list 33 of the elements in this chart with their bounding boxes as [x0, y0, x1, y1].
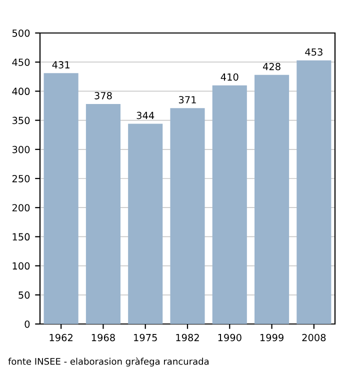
y-tick-label: 450	[12, 58, 30, 66]
data-label: 344	[136, 112, 154, 120]
bar	[128, 124, 163, 324]
y-tick-label: 400	[12, 88, 30, 96]
y-tick-label: 50	[18, 291, 30, 299]
y-tick-label: 500	[12, 29, 30, 37]
x-tick-label: 2008	[302, 334, 326, 342]
data-label: 431	[52, 61, 70, 68]
y-tick-label: 350	[12, 116, 30, 124]
x-tick-label: 1982	[176, 334, 199, 342]
data-label: 410	[220, 73, 238, 81]
source-note: fonte INSEE - elaborasion gràfega rancurada	[8, 357, 209, 367]
bar	[212, 85, 247, 324]
bar	[254, 74, 290, 324]
y-tick-label: 250	[12, 174, 30, 182]
bar	[296, 60, 332, 324]
y-tick-label: 150	[12, 233, 30, 241]
x-tick-label: 1962	[50, 334, 72, 342]
x-tick-label: 1975	[134, 334, 157, 342]
bar	[86, 104, 120, 324]
x-tick-label: 1999	[260, 334, 284, 342]
data-label: 428	[262, 62, 280, 70]
y-tick-label: 200	[12, 204, 30, 212]
bar	[44, 73, 78, 324]
bar	[170, 108, 205, 324]
x-tick-label: 1968	[92, 334, 115, 342]
data-label: 371	[178, 96, 196, 104]
y-tick-label: 100	[12, 262, 30, 270]
x-tick-label: 1990	[218, 334, 242, 342]
y-tick-label: 300	[12, 146, 30, 154]
data-label: 378	[94, 92, 112, 100]
y-tick-label: 0	[24, 320, 30, 328]
data-label: 453	[305, 48, 322, 56]
